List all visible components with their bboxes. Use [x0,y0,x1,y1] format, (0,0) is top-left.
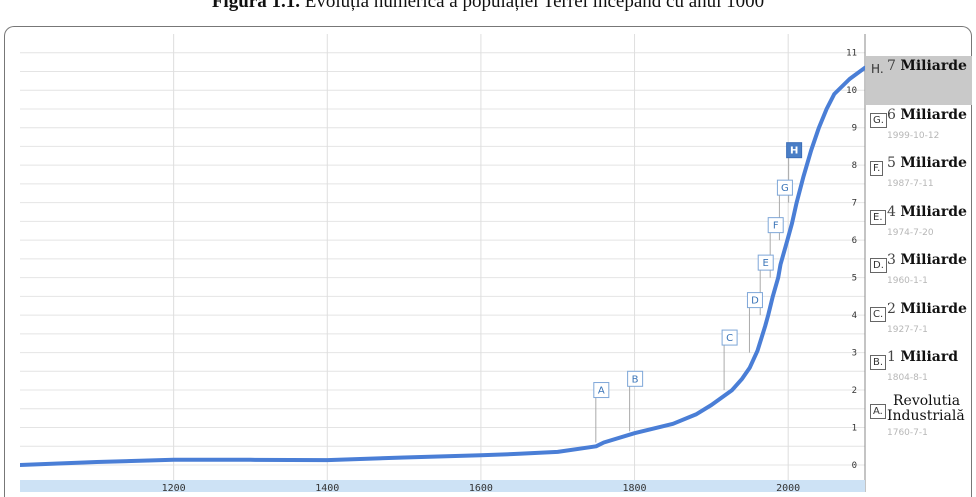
flag-box[interactable] [776,179,793,196]
flag-box[interactable] [627,370,644,387]
legend-item-a[interactable]: A. Revolutia Industrială 1760-7-1 [866,392,972,445]
flag-box[interactable] [757,254,774,271]
flag-box[interactable] [593,382,610,399]
figure-number: Figura 1.1. [211,0,300,12]
legend-date: 1760-7-1 [887,427,928,438]
flag-h[interactable]: H [786,142,803,159]
legend-title: 2 Miliarde [887,300,967,317]
chart-frame [4,26,972,497]
flag-box[interactable] [767,217,784,234]
legend-item-c[interactable]: C. 2 Miliarde 1927-7-1 [866,299,972,348]
y-tick-label: 7 [852,199,857,209]
legend-item-h[interactable]: H. 7 Miliarde [866,56,972,105]
vertical-gridlines [173,34,789,492]
y-tick-label: 9 [852,124,857,134]
legend-title: 5 Miliarde [887,155,967,171]
flag-c[interactable]: C [721,329,738,346]
legend-item-f[interactable]: F. 5 Miliarde 1987-7-11 [866,153,972,202]
horizontal-gridlines [20,52,865,466]
flag-label: E [763,258,769,269]
flag-e[interactable]: E [757,254,774,271]
flag-label: G [781,183,789,194]
series-line-world-population [20,65,865,467]
flag-d[interactable]: D [746,292,763,309]
legend-letter: D. [870,258,887,273]
y-tick-label: 6 [852,236,857,246]
x-tick-label: 1800 [622,483,646,492]
y-axis-ticks: 0 1 2 3 4 5 6 7 8 9 10 11 [846,49,857,471]
y-tick-label: 1 [852,424,857,434]
y-tick-label: 10 [846,86,857,96]
legend-item-e[interactable]: E. 4 Miliarde 1974-7-20 [866,202,972,251]
flag-a[interactable]: A [593,382,610,399]
x-tick-label: 1200 [162,483,186,492]
flag-b[interactable]: B [627,370,644,387]
flag-g[interactable]: G [776,179,793,196]
y-tick-label: 3 [852,349,857,359]
flag-label: C [726,333,733,344]
annotation-flags[interactable]: A B C D E F G H [593,142,803,399]
legend-title: 4 Miliarde [887,203,967,220]
x-tick-label: 1600 [469,483,493,492]
x-axis-band [20,480,865,492]
flag-label: F [773,221,779,232]
legend-date: 1987-7-11 [887,179,934,189]
x-axis-ticks: 1200 1400 1600 1800 2000 [162,483,801,492]
legend-title: 7 Miliarde [887,58,967,74]
legend-title: 6 Miliarde [887,106,967,123]
y-tick-label: 11 [846,49,857,59]
legend-date: 1804-8-1 [887,373,928,383]
legend-item-d[interactable]: D. 3 Miliarde 1960-1-1 [866,250,972,299]
figure-title: Figura 1.1. Evoluția numerică a populați… [0,0,976,13]
legend-date: 1960-1-1 [887,276,928,286]
legend-item-g[interactable]: G. 6 Miliarde 1999-10-12 [866,105,972,154]
legend-letter: E. [870,209,886,225]
flag-box[interactable] [746,292,763,309]
flag-box[interactable] [786,142,803,159]
legend-title: 1 Miliard [887,349,959,365]
y-tick-label: 8 [852,161,857,171]
y-tick-label: 0 [852,461,857,471]
legend-letter: C. [870,306,887,322]
x-tick-label: 2000 [776,483,800,492]
flag-box[interactable] [721,329,738,346]
legend-letter: H. [871,62,884,76]
flag-label: D [751,296,759,307]
legend-date: 1974-7-20 [887,227,934,238]
flag-label: H [790,146,798,157]
legend-letter: B. [870,355,887,370]
legend-title: Revolutia Industrială [887,392,965,424]
flag-label: B [632,374,639,385]
figure-caption: Evoluția numerică a populației Terrei în… [304,0,765,12]
legend-date: 1927-7-1 [887,324,928,335]
flag-f[interactable]: F [767,217,784,234]
annotation-legend: H. 7 Miliarde G. 6 Miliarde 1999-10-12 F. 5 Mi… [866,56,972,444]
x-tick-label: 1400 [315,483,339,492]
y-tick-label: 5 [852,274,857,284]
legend-date: 1999-10-12 [887,130,940,141]
legend-letter: F. [870,161,884,176]
legend-item-b[interactable]: B. 1 Miliard 1804-8-1 [866,347,972,396]
y-tick-label: 2 [852,386,857,396]
flag-label: A [598,386,605,397]
legend-letter: A. [870,403,886,419]
legend-title: 3 Miliarde [887,252,967,268]
y-tick-label: 4 [852,311,857,321]
legend-letter: G. [870,112,887,128]
